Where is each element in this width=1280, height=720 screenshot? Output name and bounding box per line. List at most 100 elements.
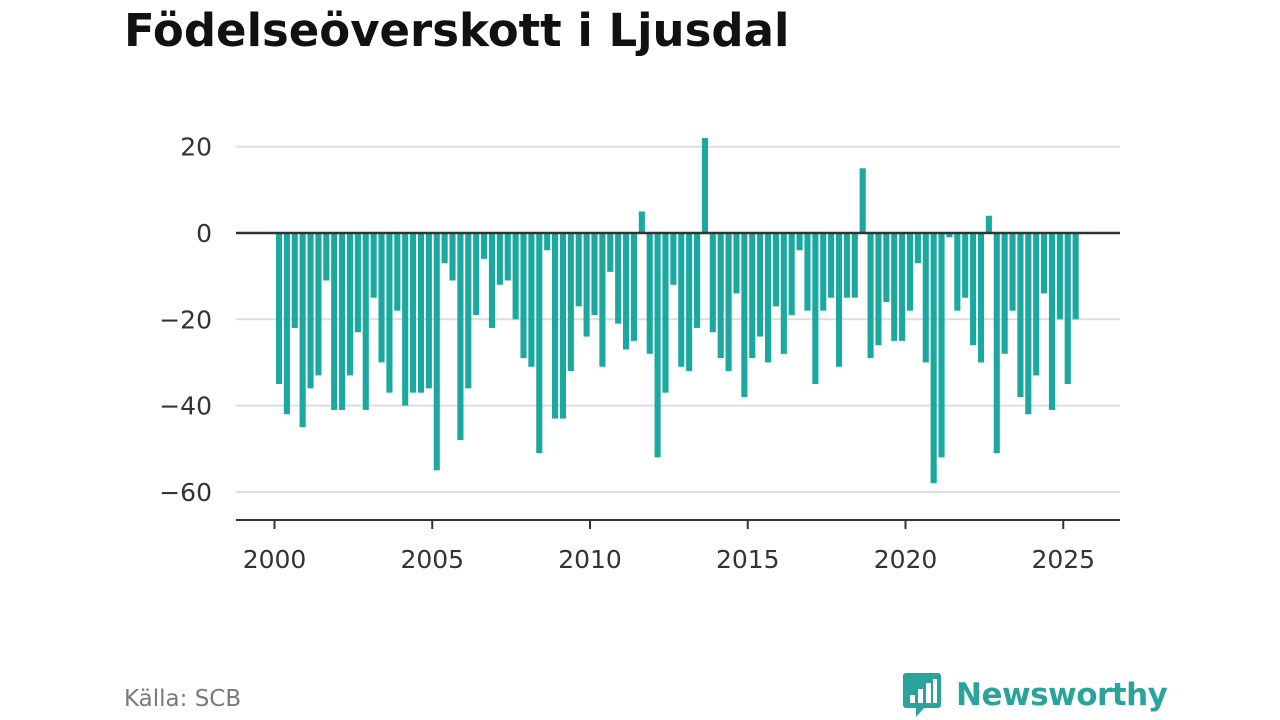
bar [930,233,937,484]
brand-name: Newsworthy [956,677,1168,713]
bar [623,233,630,350]
bar [607,233,614,272]
bar [906,233,914,311]
bar [678,233,685,367]
bar [496,233,503,285]
bar [812,233,819,385]
bar [1025,233,1032,415]
bar [386,233,393,393]
bar [1009,233,1016,311]
bar [1072,233,1079,320]
bar [741,233,748,397]
bar [449,233,456,281]
bar [670,233,677,285]
bar [339,233,346,410]
bar [843,233,850,298]
bar [465,233,472,389]
bar [1041,233,1048,294]
bar [370,233,377,298]
y-tick-label: −20 [159,305,212,334]
bar [749,233,756,359]
bar [891,233,898,341]
bar [481,233,488,259]
bar [291,233,298,328]
bar [425,233,432,389]
bar [899,233,906,341]
bar [307,233,314,389]
x-tick-label: 2010 [558,545,622,574]
bar [875,233,882,346]
bar [954,233,961,311]
bar [1048,233,1056,410]
bar [512,233,519,320]
axes [236,231,1120,529]
bar [378,233,385,363]
chart-title: Födelseöverskott i Ljusdal [124,4,790,57]
bar [1017,233,1024,397]
bars [275,138,1079,484]
y-tick-label: −60 [159,478,212,507]
bar [283,233,290,415]
bar [567,233,574,372]
bar [796,233,803,251]
bar [946,233,953,238]
bar [962,233,969,298]
bar [402,233,409,406]
y-tick-label: 20 [180,133,212,162]
y-tick-label: 0 [196,219,212,248]
bar [417,233,425,393]
bar [520,233,527,359]
x-tick-label: 2000 [243,545,307,574]
bar [536,233,543,454]
bar [410,233,417,393]
bar [346,233,354,376]
bar [591,233,598,315]
bar [828,233,835,298]
bar [804,233,811,311]
bar [859,168,866,233]
bar [559,233,566,419]
bar [331,233,338,410]
bar [575,233,582,307]
bar [299,233,306,428]
newsworthy-logo: Newsworthy [902,670,1168,720]
x-tick-label: 2005 [400,545,464,574]
bar [662,233,669,393]
bar [646,233,653,354]
bar [914,233,921,264]
bar [394,233,401,311]
bar [638,211,645,234]
tick-labels: 20 0 −20 −40 −60 2000 2005 2010 2015 2020 2025 [159,133,1095,574]
bar [630,233,637,341]
bar [275,233,283,385]
bar [433,233,440,471]
bar [354,233,361,333]
bar [441,233,448,264]
x-tick-label: 2025 [1031,545,1095,574]
bar [788,233,795,315]
bar [993,233,1000,454]
bar [362,233,369,410]
bar [552,233,559,419]
bar [654,233,661,458]
bar [938,233,945,458]
bar [780,233,787,354]
bar [970,233,977,346]
bar [315,233,322,376]
bar [599,233,606,367]
x-tick-label: 2015 [716,545,780,574]
bar [488,233,496,328]
bar [457,233,464,441]
bar [583,233,590,337]
bar [717,233,724,359]
bar [835,233,843,367]
bar [867,233,874,359]
bar [757,233,764,337]
bar [851,233,858,298]
bar [693,233,701,328]
bar [764,233,772,363]
bar [1033,233,1040,376]
bar [772,233,779,307]
y-tick-label: −40 [159,392,212,421]
bar [1056,233,1063,320]
